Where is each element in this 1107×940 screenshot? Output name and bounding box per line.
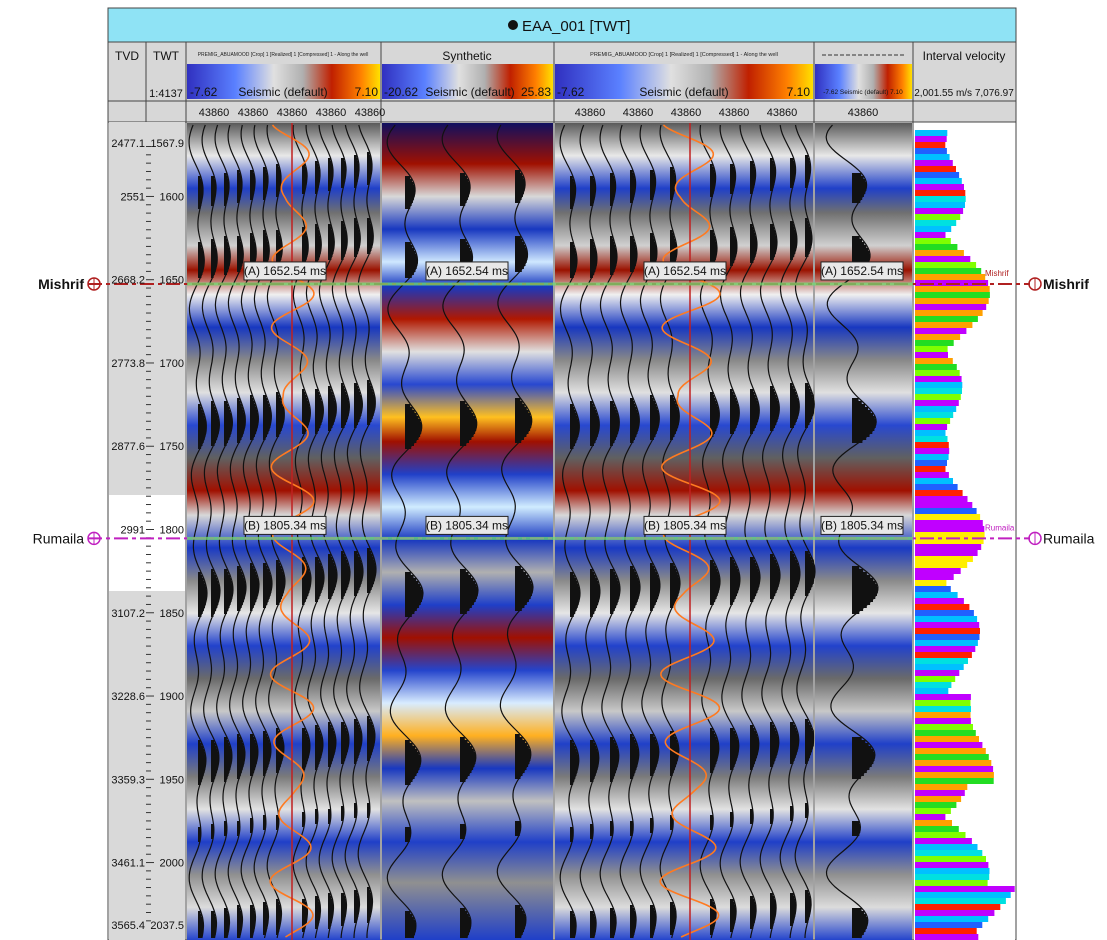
track1-trace-label: 43860 (277, 107, 308, 119)
twt-header: TWT (153, 49, 180, 63)
horizon-time-box (643, 515, 727, 535)
track1-trace-label: 43860 (199, 107, 230, 119)
tvd-label: 3565.4 (111, 920, 145, 932)
depth-axis-highlight (109, 495, 185, 591)
track3-trace-label: 43860 (671, 107, 702, 119)
track4-cbar-label: -7.62 Seismic (default) 7.10 (823, 89, 903, 96)
tvd-label: 2551 (121, 191, 145, 203)
depth-ticks (146, 145, 154, 922)
horizon-time-label: (A) 1652.54 ms (821, 264, 903, 278)
tvd-label: 3461.1 (111, 858, 145, 870)
track1-min: -7.62 (190, 85, 218, 99)
horizon-name-right: Rumaila (1043, 530, 1095, 546)
twt-label: 1950 (160, 774, 184, 786)
horizon-time-label: (B) 1805.34 ms (244, 518, 326, 532)
twt-label: 1900 (160, 691, 184, 703)
track1-trace-label: 43860 (316, 107, 347, 119)
tvd-label: 2477.1 (111, 138, 145, 150)
horizon-name-small: Mishrif (985, 269, 1009, 278)
track2-title: Synthetic (442, 49, 491, 63)
track1-trace-label: 43860 (355, 107, 386, 119)
track2-cbar-label: Seismic (default) (425, 85, 514, 99)
track3-trace-label: 43860 (575, 107, 606, 119)
tvd-label: 3228.6 (111, 691, 145, 703)
track5-title: Interval velocity (923, 49, 1006, 63)
horizon-name-right: Mishrif (1043, 276, 1089, 292)
horizon-time-box (643, 261, 727, 281)
tvd-header: TVD (115, 49, 139, 63)
track3-trace-label: 43860 (719, 107, 750, 119)
horizon-lines: Mishrif Mishrif Mishrif (A) 1652.54 ms (A) 1… (33, 261, 1095, 546)
twt-label: 1567.9 (150, 138, 184, 150)
track5-range-box (914, 64, 1015, 99)
title-bar (107, 7, 1017, 43)
track5-range: 2,001.55 m/s 7,076.97 (914, 88, 1014, 99)
track2-max: 25.83 (521, 85, 551, 99)
track3-max: 7.10 (787, 85, 811, 99)
horizon-time-label: (A) 1652.54 ms (244, 264, 326, 278)
horizon-time-box (820, 515, 904, 535)
track3-min: -7.62 (557, 85, 585, 99)
track4-trace-label: 43860 (848, 107, 879, 119)
horizon-time-label: (A) 1652.54 ms (644, 264, 726, 278)
track3-colorbar (555, 64, 813, 99)
interval-velocity-log (915, 130, 1015, 940)
horizon-time-label: (A) 1652.54 ms (426, 264, 508, 278)
tvd-label: 2773.8 (111, 358, 145, 370)
track2-min: -20.62 (384, 85, 418, 99)
horizon-time-box (425, 261, 509, 281)
twt-label: 1850 (160, 608, 184, 620)
twt-label: 1700 (160, 358, 184, 370)
horizon-name-left: Mishrif (38, 276, 84, 292)
horizon-time-box (243, 515, 327, 535)
twt-label: 1800 (160, 525, 184, 537)
horizon-time-label: (B) 1805.34 ms (426, 518, 508, 532)
horizon-time-box (820, 261, 904, 281)
well-dot-icon (508, 20, 518, 30)
twt-label: 1650 (160, 275, 184, 287)
twt-label: 2000 (160, 858, 184, 870)
twt-label: 1600 (160, 191, 184, 203)
track3-trace-label: 43860 (767, 107, 798, 119)
track3-title: PREMIG_ABUAMOOD [Crop] 1 [Realized] 1 [C… (590, 52, 778, 58)
track3-trace-label: 43860 (623, 107, 654, 119)
horizon-time-label: (B) 1805.34 ms (644, 518, 726, 532)
horizon-name-small: Rumaila (985, 523, 1015, 532)
twt-label: 2037.5 (150, 920, 184, 932)
horizon-time-box (243, 261, 327, 281)
tvd-label: 3107.2 (111, 608, 145, 620)
track1-trace-label: 43860 (238, 107, 269, 119)
well-title: EAA_001 [TWT] (522, 18, 630, 35)
horizon-time-box (425, 515, 509, 535)
tvd-label: 2991 (121, 525, 145, 537)
track1-title: PREMIG_ABUAMOOD [Crop] 1 [Realized] 1 [C… (198, 52, 369, 58)
track1-cbar-label: Seismic (default) (238, 85, 327, 99)
horizon-time-label: (B) 1805.34 ms (821, 518, 903, 532)
track4-colorbar (815, 64, 912, 99)
track1-max: 7.10 (355, 85, 379, 99)
horizon-name-left: Rumaila (33, 530, 85, 546)
tvd-label: 2668.2 (111, 275, 145, 287)
twt-label: 1750 (160, 441, 184, 453)
track3-cbar-label: Seismic (default) (639, 85, 728, 99)
depth-labels: 2477.1 1567.9 2551 1600 2668.2 1650 2773.8 1700… (111, 138, 184, 932)
tvd-label: 3359.3 (111, 774, 145, 786)
scale-label: 1:4137 (149, 88, 183, 100)
track2-colorbar (382, 64, 553, 99)
track1-colorbar (187, 64, 380, 99)
tvd-label: 2877.6 (111, 441, 145, 453)
